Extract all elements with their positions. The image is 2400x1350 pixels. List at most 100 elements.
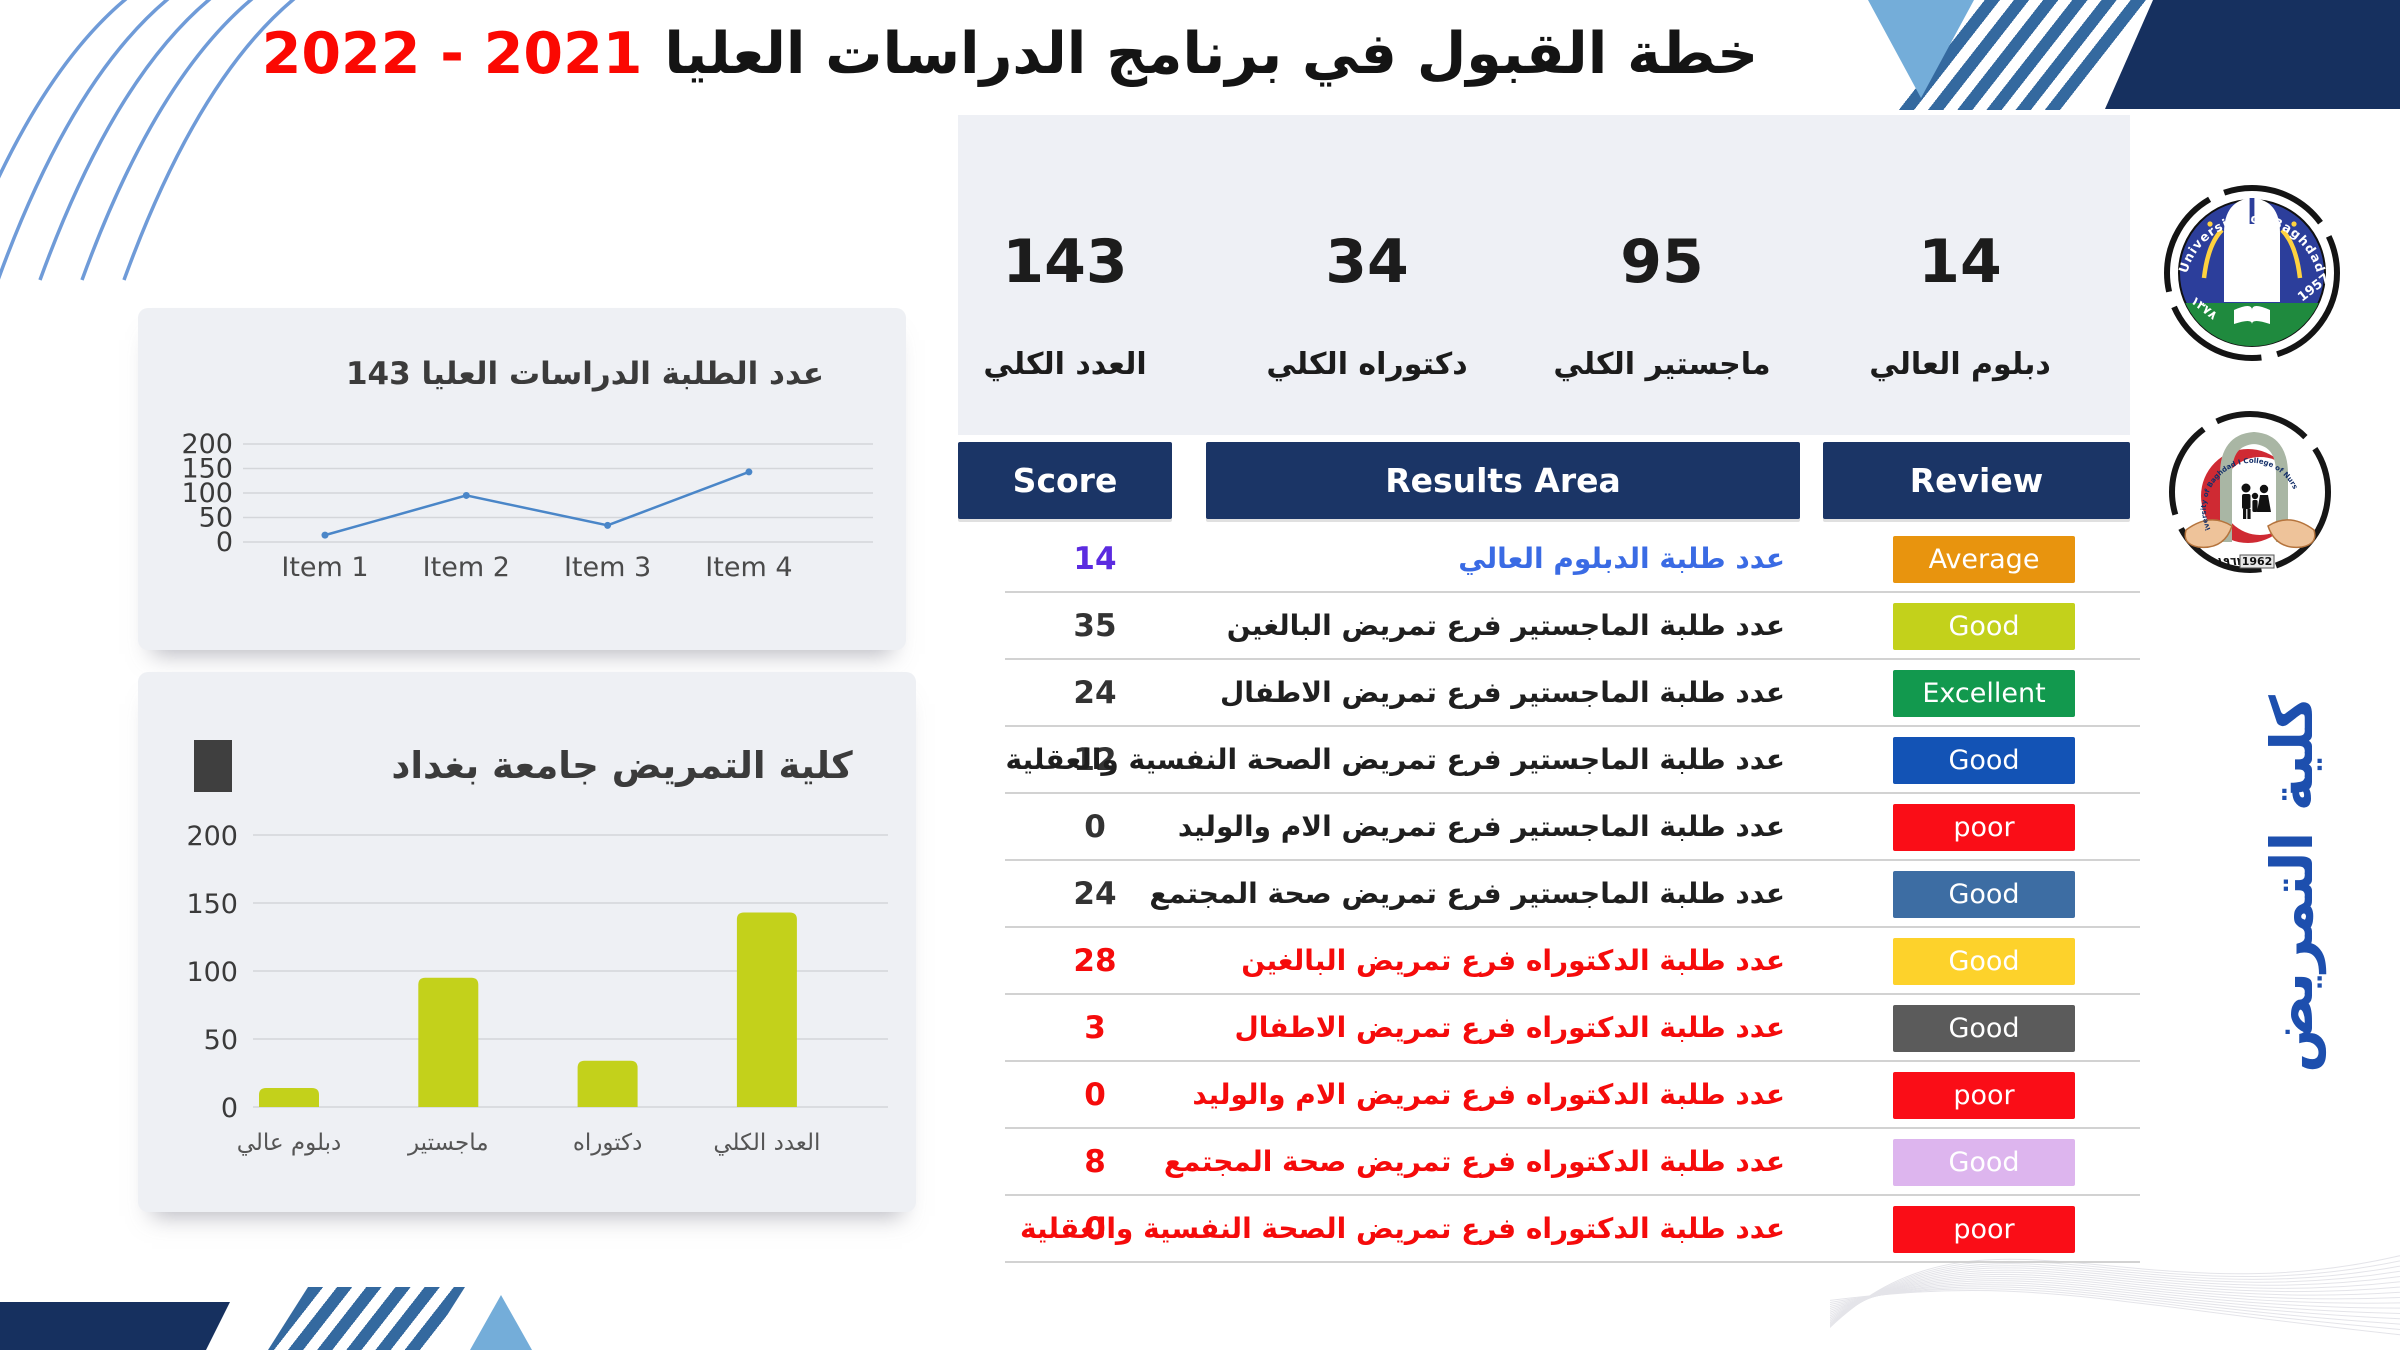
table-row: 3 عدد طلبة الدكتوراه فرع تمريض الاطفال Goo… [955,995,2145,1062]
page-title-years: 2021 - 2022 [261,21,643,87]
review-badge: Good [1893,737,2075,784]
bar [736,912,797,1107]
score-value: 0 [1084,808,1106,845]
table-row: 0 عدد طلبة الماجستير فرع تمريض الام والول… [955,794,2145,861]
data-point [745,468,753,476]
university-of-baghdad-logo: University of Baghdad 1957 ١٣٧٨ [2164,185,2340,361]
arch-slit [2249,198,2255,224]
table-row: 14 عدد طلبة الدبلوم العالي Average [955,526,2145,593]
y-tick: 100 [186,957,238,988]
y-tick: 100 [181,478,233,509]
summary-stats-panel: 143 العدد الكلي 34 دكتوراه الكلي 95 ماجستير ا… [958,115,2130,435]
y-tick: 200 [181,429,233,460]
decor-arc [0,0,128,179]
bar [259,1087,319,1107]
x-category-label: دبلوم عالي [237,1130,342,1156]
decor-wave [1830,1280,2400,1311]
score-value: 0 [1084,1210,1106,1247]
review-badge: Good [1893,603,2075,650]
bar-chart-panel: كلية التمريض جامعة بغداد 200 150 100 50 0 دبل… [138,672,916,1212]
x-category-label: دكتوراه [573,1130,643,1156]
y-tick: 200 [186,821,238,852]
y-tick: 150 [186,889,238,920]
score-value: 14 [1073,540,1117,577]
result-area-label: عدد طلبة الماجستير فرع تمريض الام والولي… [1177,810,1785,843]
calligraphy-left [2201,228,2224,279]
table-row: 28 عدد طلبة الدكتوراه فرع تمريض البالغين G… [955,928,2145,995]
stat-value: 34 [1325,227,1409,297]
bar-chart: 200 150 100 50 0 دبلوم عالي ماجستير دكتوراه العد… [186,821,888,1156]
decor-corner-arcs [0,0,296,281]
review-badge: Excellent [1893,670,2075,717]
x-category-label: ماجستير [407,1130,489,1156]
family-figures-icon [2241,483,2251,493]
line-chart-panel: عدد الطلبة الدراسات العليا 143 200 150 100… [138,308,906,650]
bar-chart-title: كلية التمريض جامعة بغداد [391,744,853,787]
review-badge: Good [1893,871,2075,918]
table-body: 14 عدد طلبة الدبلوم العالي Average 35 عدد طل… [955,526,2145,1263]
score-value: 8 [1084,1143,1106,1180]
decor-wave [1830,1275,2400,1315]
figure-head [2259,484,2269,494]
y-tick: 150 [181,454,233,485]
x-category-label: Item 4 [705,552,792,583]
x-category-label: Item 2 [423,552,510,583]
table-row: 0 عدد طلبة الدكتوراه فرع تمريض الام والول… [955,1062,2145,1129]
figure-body [2242,494,2251,509]
result-area-label: عدد طلبة الدكتوراه فرع تمريض الاطفال [1234,1011,1786,1044]
legend-swatch-icon [194,740,232,792]
figure-leg [2247,509,2251,519]
x-category-label: Item 3 [564,552,651,583]
x-category-label: العدد الكلي [713,1130,820,1156]
hand-left-icon [2184,519,2233,549]
table-row: 12 عدد طلبة الماجستير فرع تمريض الصحة الن… [955,727,2145,794]
figure-head [2251,492,2259,500]
decor-wave [1830,1260,2400,1327]
calligraphy-dot [2291,221,2297,227]
review-badge: Good [1893,1139,2075,1186]
bar [418,977,479,1107]
table-row: 8 عدد طلبة الدكتوراه فرع تمريض صحة المجتم… [955,1129,2145,1196]
decor-waves [1830,1255,2400,1336]
stat-value: 143 [1002,227,1128,297]
stat-label: دبلوم العالي [1869,347,2051,382]
score-header: Score [958,442,1172,519]
results-area-header: Results Area [1206,442,1800,519]
result-area-label: عدد طلبة الدكتوراه فرع تمريض البالغين [1241,944,1785,977]
stat-label: العدد الكلي [983,347,1147,382]
page-title-text: خطة القبول في برنامج الدراسات العليا [664,21,1759,87]
decor-arc [38,0,212,281]
decor-arc [80,0,254,281]
result-area-label: عدد طلبة الدبلوم العالي [1458,542,1785,575]
review-badge: poor [1893,1072,2075,1119]
table-row: 0 عدد طلبة الدكتوراه فرع تمريض الصحة النف… [955,1196,2145,1263]
open-book-icon [2234,306,2270,324]
score-value: 24 [1073,674,1117,711]
review-badge: Good [1893,1005,2075,1052]
score-value: 35 [1073,607,1117,644]
x-category-label: Item 1 [281,552,368,583]
table-row: 24 عدد طلبة الماجستير فرع تمريض صحة المجت… [955,861,2145,928]
calligraphy-right [2280,228,2303,279]
stat-label: ماجستير الكلي [1553,347,1771,382]
score-value: 28 [1073,942,1117,979]
bar [577,1060,638,1107]
result-area-label: عدد طلبة الماجستير فرع تمريض صحة المجتمع [1149,877,1785,910]
y-tick: 50 [199,503,233,534]
calligraphy-dot [2207,221,2213,227]
arch-icon [2220,431,2288,542]
y-tick: 0 [216,527,233,558]
review-badge: poor [1893,1206,2075,1253]
minaret-arch-icon [2224,198,2280,302]
review-badge: Average [1893,536,2075,583]
results-table: Score Results Area Review 14 عدد طلبة الد… [955,442,2145,1270]
table-row: 35 عدد طلبة الماجستير فرع تمريض البالغين G… [955,593,2145,660]
review-badge: Good [1893,938,2075,985]
score-value: 24 [1073,875,1117,912]
decor-wave [1830,1263,2400,1326]
result-area-label: عدد طلبة الماجستير فرع تمريض البالغين [1226,609,1785,642]
stat-value: 14 [1918,227,2002,297]
line-chart-title: عدد الطلبة الدراسات العليا 143 [345,356,825,392]
